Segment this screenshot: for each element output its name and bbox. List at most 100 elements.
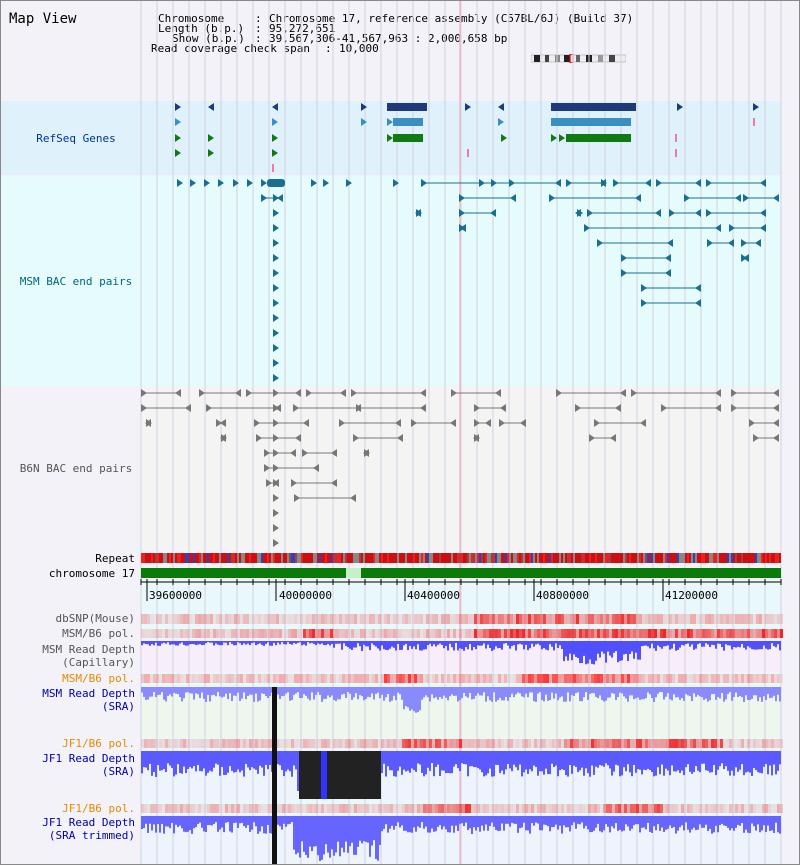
- depth-bar: [231, 687, 233, 702]
- bac-end: [755, 239, 761, 247]
- repeat-block: [389, 553, 391, 563]
- depth-bar: [701, 751, 703, 764]
- polymorphism-block: [327, 739, 330, 748]
- depth-bar: [729, 751, 731, 776]
- repeat-block: [673, 553, 675, 563]
- depth-bar: [645, 641, 647, 646]
- bac-end: [339, 419, 345, 427]
- depth-bar: [541, 641, 543, 650]
- polymorphism-block: [564, 674, 567, 683]
- polymorphism-block: [537, 804, 540, 813]
- depth-bar: [615, 641, 617, 652]
- depth-bar: [407, 816, 409, 833]
- depth-bar: [487, 687, 489, 697]
- gene-block: [393, 134, 423, 142]
- polymorphism-block: [498, 804, 501, 813]
- depth-bar: [627, 641, 629, 661]
- polymorphism-block: [258, 804, 261, 813]
- polymorphism-block: [594, 614, 597, 624]
- depth-bar: [527, 816, 529, 831]
- track-label-chromosome[interactable]: chromosome 17: [48, 567, 135, 580]
- polymorphism-block: [774, 739, 777, 748]
- repeat-block: [293, 553, 295, 563]
- depth-bar: [565, 641, 567, 657]
- depth-bar: [451, 816, 453, 826]
- polymorphism-block: [636, 629, 639, 638]
- depth-bar: [517, 816, 519, 833]
- bac-end: [273, 479, 279, 487]
- track-label-refseq[interactable]: RefSeq Genes: [36, 132, 116, 145]
- depth-bar: [635, 641, 637, 653]
- track-label-msm-bac[interactable]: MSM BAC end pairs: [19, 275, 133, 288]
- depth-bar: [205, 687, 207, 702]
- depth-bar: [465, 816, 467, 823]
- depth-bar: [321, 751, 327, 799]
- depth-bar: [437, 687, 439, 700]
- track-label-jf1-b6-pol-2[interactable]: JF1/B6 pol.: [62, 802, 135, 815]
- polymorphism-block: [537, 674, 540, 683]
- depth-bar: [655, 687, 657, 698]
- depth-bar: [525, 641, 527, 645]
- polymorphism-block: [654, 739, 657, 748]
- depth-bar: [775, 816, 777, 823]
- repeat-block: [667, 553, 669, 563]
- depth-bar: [361, 641, 363, 651]
- polymorphism-block: [300, 614, 303, 624]
- track-label-msm-b6-pol-2[interactable]: MSM/B6 pol.: [62, 672, 135, 685]
- polymorphism-block: [381, 614, 384, 624]
- bac-end: [645, 179, 651, 187]
- track-label-msm-depth-cap-1[interactable]: MSM Read Depth: [42, 643, 135, 656]
- repeat-block: [157, 553, 159, 563]
- polymorphism-block: [750, 674, 753, 683]
- depth-bar: [581, 816, 583, 823]
- depth-bar: [363, 641, 365, 645]
- depth-bar: [567, 641, 569, 661]
- depth-bar: [255, 687, 257, 694]
- polymorphism-block: [720, 804, 723, 813]
- track-label-jf1-depth-trim-1[interactable]: JF1 Read Depth: [42, 816, 135, 829]
- polymorphism-block: [177, 629, 180, 638]
- depth-bar: [475, 641, 477, 650]
- gene-tick: [753, 118, 755, 126]
- track-label-msm-b6-pol-1[interactable]: MSM/B6 pol.: [62, 627, 135, 640]
- depth-bar: [375, 687, 377, 694]
- repeat-block: [151, 553, 153, 563]
- track-label-dbsnp[interactable]: dbSNP(Mouse): [55, 612, 135, 625]
- polymorphism-block: [228, 614, 231, 624]
- depth-bar: [497, 751, 499, 766]
- depth-bar: [355, 687, 357, 694]
- polymorphism-block: [639, 739, 642, 748]
- depth-bar: [653, 687, 655, 702]
- depth-bar: [461, 641, 463, 650]
- depth-bar: [605, 816, 607, 825]
- polymorphism-block: [366, 614, 369, 624]
- depth-bar: [155, 816, 157, 833]
- polymorphism-block: [582, 614, 585, 624]
- depth-bar: [253, 751, 255, 769]
- depth-bar: [429, 641, 431, 644]
- depth-bar: [205, 641, 207, 644]
- polymorphism-block: [507, 804, 510, 813]
- polymorphism-block: [447, 674, 450, 683]
- depth-bar: [767, 751, 769, 775]
- polymorphism-block: [774, 674, 777, 683]
- depth-bar: [529, 687, 531, 693]
- track-label-repeat[interactable]: Repeat: [95, 552, 135, 565]
- repeat-block: [493, 553, 495, 563]
- depth-bar: [539, 751, 541, 772]
- depth-bar: [237, 816, 239, 829]
- polymorphism-block: [405, 804, 408, 813]
- polymorphism-block: [549, 674, 552, 683]
- depth-bar: [285, 751, 287, 772]
- polymorphism-block: [612, 804, 615, 813]
- track-label-msm-depth-sra-1[interactable]: MSM Read Depth: [42, 687, 135, 700]
- polymorphism-block: [375, 614, 378, 624]
- depth-bar: [185, 687, 187, 693]
- depth-bar: [615, 751, 617, 765]
- polymorphism-block: [402, 739, 405, 748]
- track-label-jf1-depth-sra-1[interactable]: JF1 Read Depth: [42, 752, 135, 765]
- track-label-jf1-b6-pol-1[interactable]: JF1/B6 pol.: [62, 737, 135, 750]
- depth-bar: [419, 641, 421, 651]
- track-label-b6n-bac[interactable]: B6N BAC end pairs: [19, 462, 133, 475]
